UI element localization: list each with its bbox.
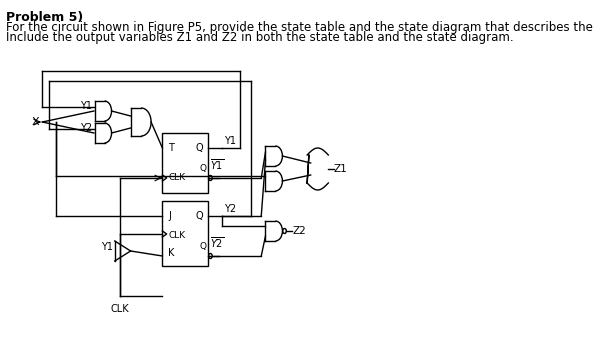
Text: Z2: Z2 [292, 226, 306, 236]
Text: X: X [31, 117, 39, 127]
Text: Problem 5): Problem 5) [5, 11, 83, 24]
Bar [162, 201, 208, 266]
Text: T: T [168, 143, 174, 153]
Text: Y2: Y2 [224, 204, 236, 214]
Text: Y1: Y1 [224, 136, 236, 146]
Text: $\overline{Y2}$: $\overline{Y2}$ [210, 235, 225, 250]
Text: Y1: Y1 [80, 101, 92, 111]
Bar [162, 133, 208, 193]
Text: CLK: CLK [168, 174, 185, 182]
Text: CLK: CLK [111, 304, 129, 314]
Text: K: K [168, 248, 175, 258]
Text: Y2: Y2 [80, 123, 92, 133]
Text: Q: Q [195, 143, 203, 153]
Text: J: J [168, 211, 171, 221]
Text: Include the output variables Z1 and Z2 in both the state table and the state dia: Include the output variables Z1 and Z2 i… [5, 31, 513, 44]
Text: For the circuit shown in Figure P5, provide the state table and the state diagra: For the circuit shown in Figure P5, prov… [5, 21, 596, 34]
Text: CLK: CLK [168, 232, 185, 240]
Text: $\overline{Y1}$: $\overline{Y1}$ [210, 157, 225, 172]
Text: Q: Q [200, 164, 207, 173]
Text: Q: Q [200, 242, 207, 251]
Text: Z1: Z1 [334, 164, 347, 174]
Text: Q: Q [195, 211, 203, 221]
Text: Y1: Y1 [101, 242, 113, 252]
